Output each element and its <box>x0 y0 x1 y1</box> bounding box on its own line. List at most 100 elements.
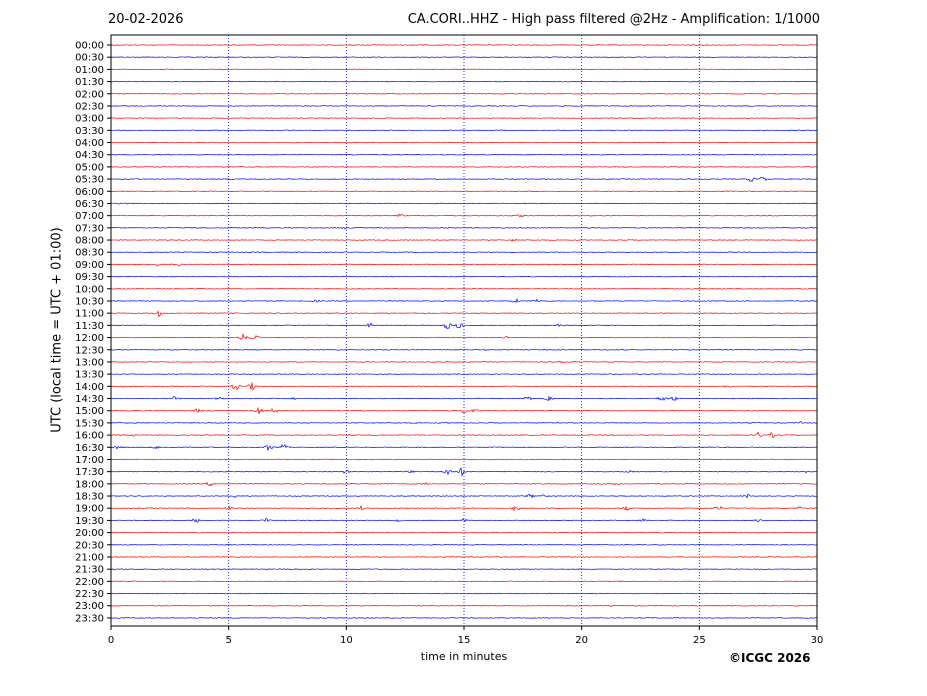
trace-2330 <box>110 617 818 619</box>
trace-1600 <box>110 431 818 439</box>
y-tick-label: 03:30 <box>75 126 104 137</box>
y-tick-label: 11:00 <box>75 309 104 320</box>
trace-2100 <box>110 556 818 558</box>
trace-0330 <box>110 129 818 132</box>
trace-1800 <box>110 481 818 487</box>
trace-0500 <box>110 166 817 168</box>
y-tick-label: 08:00 <box>75 236 104 247</box>
trace-1530 <box>110 421 818 424</box>
y-tick-label: 22:30 <box>75 589 104 600</box>
trace-2030 <box>110 544 818 546</box>
trace-0000 <box>110 44 818 46</box>
y-tick-label: 13:30 <box>75 370 104 381</box>
y-tick-label: 05:30 <box>75 175 104 186</box>
y-axis-label: UTC (local time = UTC + 01:00) <box>49 227 65 433</box>
y-tick-label: 05:00 <box>75 162 104 173</box>
y-tick-label: 21:00 <box>75 552 104 563</box>
trace-0830 <box>110 251 818 253</box>
trace-1000 <box>110 288 818 290</box>
trace-0800 <box>110 238 818 242</box>
x-tick-label: 20 <box>575 635 588 646</box>
x-tick-label: 30 <box>811 635 824 646</box>
trace-1700 <box>110 458 818 461</box>
trace-0630 <box>110 202 818 205</box>
x-tick-label: 0 <box>108 635 114 646</box>
trace-2000 <box>110 531 818 534</box>
trace-0600 <box>110 190 818 193</box>
trace-1330 <box>110 373 818 375</box>
trace-0900 <box>110 263 818 267</box>
x-tick-label: 15 <box>458 635 471 646</box>
trace-1930 <box>110 517 818 523</box>
trace-0400 <box>110 141 818 144</box>
y-tick-label: 07:30 <box>75 223 104 234</box>
y-tick-label: 10:30 <box>75 296 104 307</box>
trace-2130 <box>110 568 818 570</box>
trace-1830 <box>110 493 818 499</box>
trace-0530 <box>110 176 818 182</box>
y-tick-label: 20:30 <box>75 540 104 551</box>
y-tick-label: 18:30 <box>75 492 104 503</box>
trace-0030 <box>110 56 818 58</box>
trace-0230 <box>110 105 818 107</box>
plot-area-background <box>111 35 817 626</box>
trace-1900 <box>110 505 818 512</box>
chart-title: CA.CORI..HHZ - High pass filtered @2Hz -… <box>407 12 820 27</box>
y-tick-label: 08:30 <box>75 248 104 259</box>
y-tick-label: 10:00 <box>75 284 104 295</box>
y-tick-label: 09:00 <box>75 260 104 271</box>
trace-0930 <box>110 275 818 278</box>
y-tick-label: 04:30 <box>75 150 104 161</box>
y-tick-label: 01:30 <box>75 77 104 88</box>
x-tick-label: 10 <box>340 635 353 646</box>
x-tick-label: 25 <box>693 635 706 646</box>
trace-1230 <box>110 348 818 351</box>
y-tick-label: 07:00 <box>75 211 104 222</box>
y-tick-label: 22:00 <box>75 577 104 588</box>
trace-2230 <box>110 592 818 595</box>
y-tick-label: 06:30 <box>75 199 104 210</box>
trace-1730 <box>111 467 818 477</box>
trace-0300 <box>110 117 818 119</box>
y-tick-label: 09:30 <box>75 272 104 283</box>
plot-frame <box>110 34 818 627</box>
y-tick-label: 00:00 <box>75 41 104 52</box>
trace-0430 <box>110 153 818 156</box>
y-tick-label: 14:00 <box>75 382 104 393</box>
trace-1100 <box>110 310 818 318</box>
x-tick-label: 5 <box>225 635 231 646</box>
y-tick-label: 01:00 <box>75 65 104 76</box>
y-tick-label: 17:30 <box>75 467 104 478</box>
x-axis-label: time in minutes <box>420 650 508 663</box>
y-tick-label: 12:00 <box>75 333 104 344</box>
y-tick-label: 19:00 <box>75 504 104 515</box>
y-tick-label: 17:00 <box>75 455 104 466</box>
y-tick-label: 16:00 <box>75 431 104 442</box>
y-tick-label: 12:30 <box>75 345 104 356</box>
y-tick-label: 15:30 <box>75 418 104 429</box>
trace-1500 <box>110 406 818 414</box>
trace-0100 <box>110 68 818 71</box>
trace-1030 <box>110 297 818 304</box>
trace-0730 <box>110 227 818 230</box>
y-tick-label: 21:30 <box>75 565 104 576</box>
y-tick-label: 03:00 <box>75 114 104 125</box>
trace-1130 <box>110 322 818 330</box>
trace-0700 <box>110 213 818 218</box>
trace-0200 <box>110 93 818 95</box>
y-tick-label: 20:00 <box>75 528 104 539</box>
trace-1200 <box>110 332 818 340</box>
trace-2300 <box>110 604 818 607</box>
y-tick-label: 18:00 <box>75 479 104 490</box>
trace-1400 <box>110 382 818 391</box>
y-tick-label: 04:00 <box>75 138 104 149</box>
y-tick-label: 02:30 <box>75 101 104 112</box>
y-tick-label: 13:00 <box>75 357 104 368</box>
y-tick-label: 16:30 <box>75 443 104 454</box>
trace-1630 <box>110 443 818 452</box>
trace-1430 <box>110 395 818 402</box>
y-tick-label: 23:00 <box>75 601 104 612</box>
y-tick-label: 00:30 <box>75 53 104 64</box>
trace-2200 <box>110 580 818 583</box>
